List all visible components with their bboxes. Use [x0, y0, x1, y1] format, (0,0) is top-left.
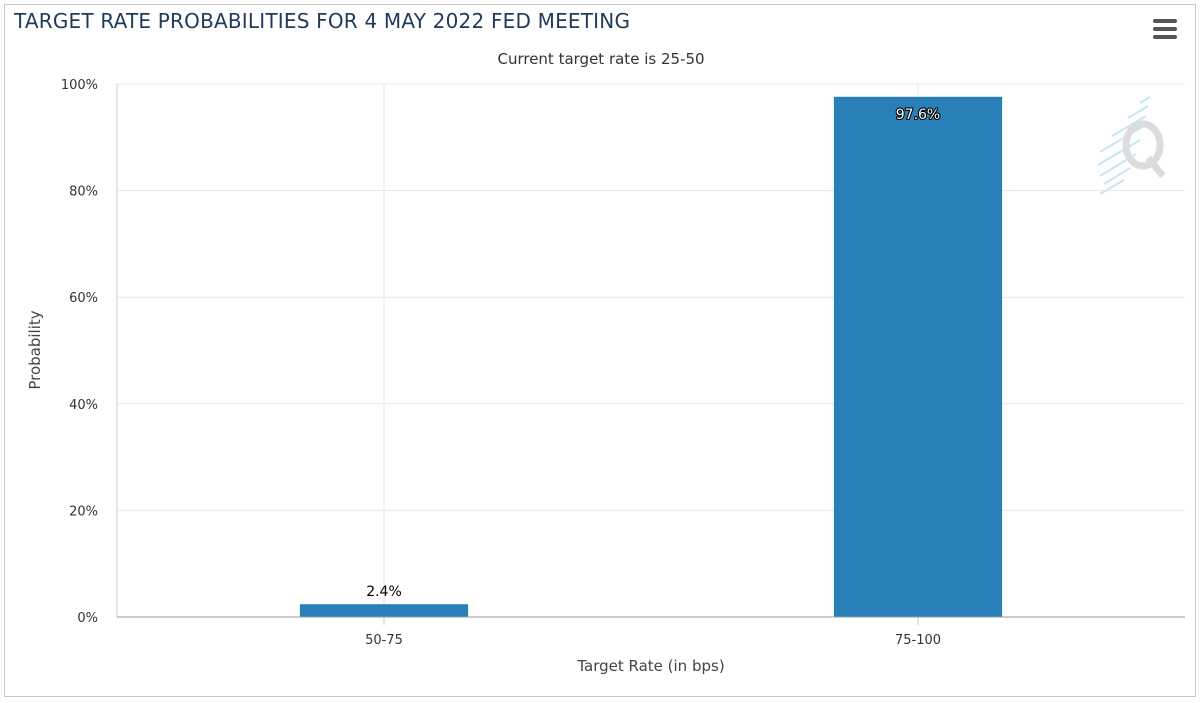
chart-title: TARGET RATE PROBABILITIES FOR 4 MAY 2022… — [14, 9, 631, 33]
data-label-50-75: 2.4% — [366, 584, 402, 600]
bar-50-75[interactable] — [299, 604, 469, 617]
y-tick-label: 80% — [69, 185, 98, 200]
logo-watermark — [1097, 96, 1166, 195]
bar-data-labels: 2.4% 97.6% — [366, 106, 941, 601]
y-tick-label: 0% — [77, 611, 98, 626]
data-label-75-100: 97.6% — [896, 107, 940, 123]
y-tick-label: 60% — [69, 291, 98, 306]
grid-lines — [116, 83, 1185, 618]
bars — [299, 96, 1003, 618]
y-tick-label: 100% — [61, 78, 98, 93]
y-tick-label: 40% — [69, 398, 98, 413]
chart-subtitle: Current target rate is 25-50 — [497, 50, 704, 68]
bar-75-100[interactable] — [833, 96, 1003, 618]
y-axis-ticks: 0% 20% 40% 60% 80% 100% — [61, 78, 98, 626]
x-axis-title: Target Rate (in bps) — [576, 657, 724, 675]
x-tick-label: 50-75 — [365, 633, 403, 648]
x-tick-label: 75-100 — [895, 633, 941, 648]
y-axis-title: Probability — [26, 310, 44, 389]
y-tick-label: 20% — [69, 504, 98, 519]
hamburger-menu-icon[interactable] — [1150, 16, 1180, 42]
x-axis-ticks: 50-75 75-100 — [117, 616, 1185, 648]
